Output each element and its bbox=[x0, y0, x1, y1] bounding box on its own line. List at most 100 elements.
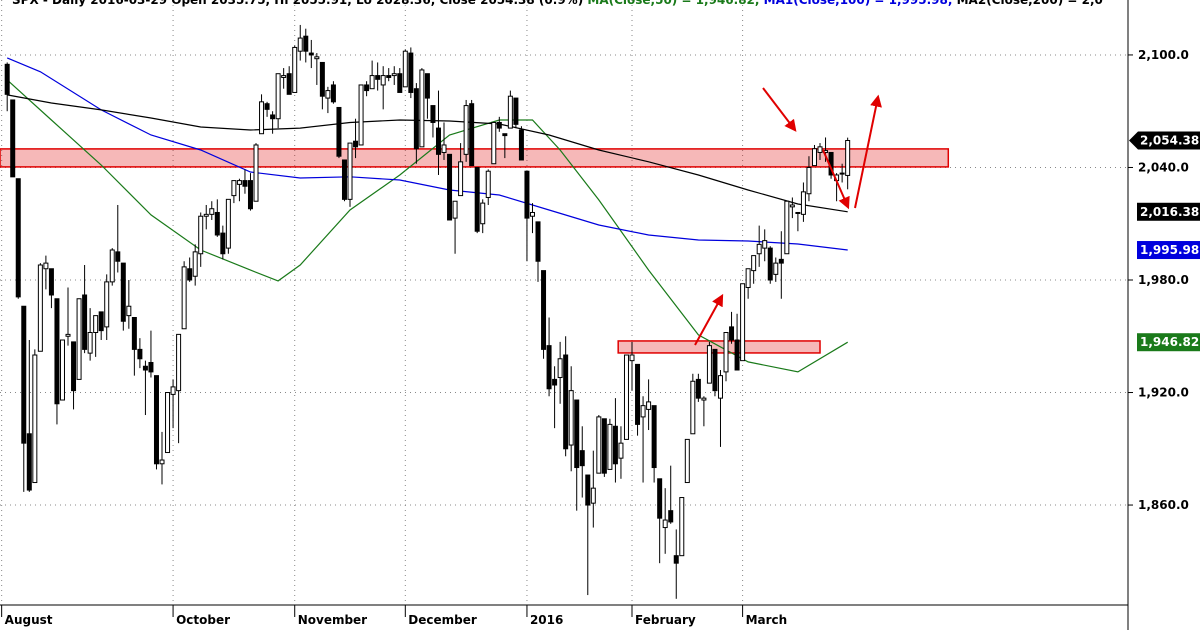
candle-body bbox=[657, 478, 663, 519]
candle-body bbox=[635, 363, 641, 425]
candle-body bbox=[386, 75, 392, 78]
candle-body bbox=[491, 121, 497, 165]
candle-body bbox=[71, 341, 77, 392]
last-value-box bbox=[1137, 202, 1200, 221]
last-value-tag bbox=[1129, 131, 1200, 150]
title-part: MA2(Close,200) = 2,0 bbox=[957, 0, 1103, 7]
candle-body bbox=[148, 362, 154, 373]
candle-body bbox=[435, 127, 441, 155]
candle-body bbox=[341, 159, 347, 200]
title-part: MA(Close,50) = 1,946.82, bbox=[587, 0, 763, 7]
candle-body bbox=[93, 315, 99, 334]
candle-body bbox=[159, 459, 165, 465]
last-value-label: 1,995.98 bbox=[1140, 243, 1199, 257]
candle-body bbox=[839, 172, 845, 175]
candle-body bbox=[131, 317, 137, 350]
candle-body bbox=[98, 311, 104, 332]
candle-body bbox=[21, 305, 27, 444]
candle-body bbox=[4, 63, 10, 95]
candle-body bbox=[198, 215, 204, 255]
candle-body bbox=[165, 392, 171, 454]
candle-body bbox=[629, 354, 635, 362]
candle-body bbox=[192, 251, 198, 277]
candle-body bbox=[529, 211, 535, 217]
candle-body bbox=[568, 390, 574, 446]
candle-body bbox=[187, 268, 193, 281]
candle-body bbox=[82, 294, 88, 350]
candle-body bbox=[795, 211, 801, 214]
candle-body bbox=[109, 249, 115, 283]
x-tick-label: November bbox=[298, 613, 367, 627]
candle-body bbox=[524, 170, 530, 219]
candle-body bbox=[369, 75, 375, 90]
candle-body bbox=[253, 144, 259, 202]
title-part: MA1(Close,100) = 1,995.98, bbox=[764, 0, 957, 7]
candle-body bbox=[463, 105, 469, 155]
candle-body bbox=[668, 510, 674, 523]
candle-body bbox=[325, 90, 331, 99]
candle-body bbox=[76, 298, 82, 380]
candle-body bbox=[430, 105, 436, 123]
y-tick-label: 1,920.0 bbox=[1138, 386, 1189, 400]
candle-body bbox=[541, 270, 547, 350]
candle-body bbox=[612, 425, 618, 465]
candle-body bbox=[59, 339, 65, 401]
last-value-box bbox=[1137, 241, 1200, 260]
candle-body bbox=[153, 375, 159, 465]
candle-body bbox=[712, 348, 718, 392]
candle-body bbox=[623, 354, 629, 440]
candle-body bbox=[662, 519, 668, 529]
candle-body bbox=[126, 305, 132, 317]
candle-body bbox=[115, 251, 121, 262]
candle-body bbox=[817, 146, 823, 153]
candle-body bbox=[480, 202, 486, 225]
candle-body bbox=[563, 354, 569, 450]
candle-body bbox=[281, 75, 287, 78]
arrow bbox=[762, 87, 797, 132]
candle-body bbox=[391, 73, 397, 77]
last-value-label: 1,946.82 bbox=[1140, 335, 1199, 349]
candle-body bbox=[209, 208, 215, 215]
candle-body bbox=[236, 180, 242, 185]
candle-body bbox=[734, 339, 740, 371]
x-tick-label: February bbox=[635, 613, 696, 627]
candle-body bbox=[142, 365, 148, 371]
candle-body bbox=[336, 106, 342, 157]
candle-body bbox=[646, 401, 652, 410]
candle-body bbox=[474, 166, 480, 232]
candle-body bbox=[756, 243, 762, 255]
candle-layer bbox=[4, 24, 851, 599]
candle-body bbox=[297, 37, 303, 52]
candle-body bbox=[518, 129, 524, 161]
last-value-box bbox=[1137, 333, 1200, 352]
candle-body bbox=[513, 97, 519, 125]
candle-body bbox=[767, 247, 773, 281]
candle-body bbox=[37, 264, 43, 352]
candle-body bbox=[303, 35, 309, 52]
x-tick-label: March bbox=[746, 613, 788, 627]
candle-body bbox=[43, 262, 49, 270]
candle-body bbox=[275, 73, 281, 120]
candle-body bbox=[441, 144, 447, 153]
candle-body bbox=[695, 378, 701, 399]
candle-body bbox=[745, 268, 751, 288]
candle-body bbox=[773, 262, 779, 275]
candle-body bbox=[397, 73, 403, 93]
candle-body bbox=[319, 61, 325, 97]
candle-body bbox=[784, 200, 790, 255]
candle-body bbox=[270, 114, 276, 120]
x-tick-label: October bbox=[176, 613, 230, 627]
candle-body bbox=[458, 161, 464, 197]
candle-body bbox=[601, 418, 607, 474]
candle-body bbox=[546, 345, 552, 390]
candle-body bbox=[723, 332, 729, 373]
x-tick-label: 2016 bbox=[530, 613, 563, 627]
candle-body bbox=[65, 333, 71, 337]
candle-body bbox=[264, 103, 270, 110]
axis-layer: 1,860.0 1,920.0 1,980.0 2,040.0 2,100.0 Augus… bbox=[1, 48, 1200, 627]
candle-body bbox=[48, 268, 54, 296]
candle-body bbox=[557, 358, 563, 379]
